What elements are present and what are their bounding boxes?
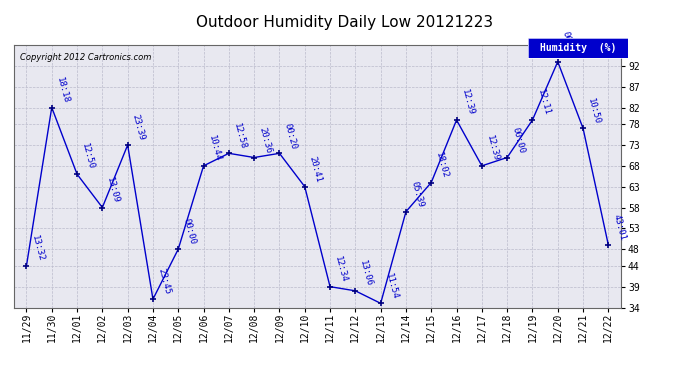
- Text: 00:00: 00:00: [510, 126, 526, 154]
- Text: 12:11: 12:11: [535, 88, 551, 117]
- Text: 20:41: 20:41: [308, 155, 324, 183]
- Text: 20:36: 20:36: [257, 126, 273, 154]
- Text: 11:54: 11:54: [384, 272, 400, 300]
- Text: Copyright 2012 Cartronics.com: Copyright 2012 Cartronics.com: [20, 53, 151, 62]
- Text: 00:00: 00:00: [561, 30, 576, 58]
- Text: 18:18: 18:18: [55, 76, 70, 104]
- Text: Outdoor Humidity Daily Low 20121223: Outdoor Humidity Daily Low 20121223: [197, 15, 493, 30]
- Text: 13:32: 13:32: [30, 234, 45, 262]
- Text: 12:50: 12:50: [80, 142, 96, 171]
- Text: 05:39: 05:39: [409, 180, 424, 209]
- Text: 12:39: 12:39: [485, 134, 500, 162]
- Text: 23:45: 23:45: [156, 267, 172, 296]
- Text: 43:01: 43:01: [611, 213, 627, 242]
- Text: 12:39: 12:39: [460, 88, 475, 117]
- Text: 10:44: 10:44: [206, 134, 222, 162]
- Text: 12:34: 12:34: [333, 255, 348, 284]
- Text: 12:58: 12:58: [232, 122, 248, 150]
- Text: 00:20: 00:20: [282, 122, 298, 150]
- Text: 13:06: 13:06: [358, 259, 374, 288]
- Text: 18:02: 18:02: [434, 151, 450, 179]
- Text: 23:39: 23:39: [130, 113, 146, 142]
- Text: 00:00: 00:00: [181, 217, 197, 246]
- Text: 10:50: 10:50: [586, 97, 602, 125]
- Text: Humidity  (%): Humidity (%): [540, 43, 616, 53]
- Text: 13:09: 13:09: [106, 176, 121, 204]
